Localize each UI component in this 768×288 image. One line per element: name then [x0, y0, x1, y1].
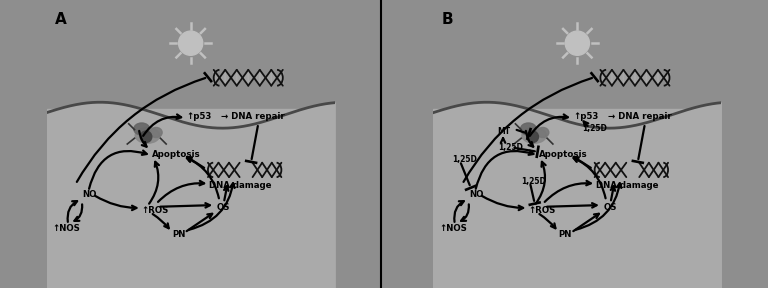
Text: 1,25D: 1,25D — [452, 155, 477, 164]
Text: NO: NO — [83, 190, 97, 199]
Polygon shape — [616, 163, 626, 177]
Text: Apoptosis: Apoptosis — [538, 149, 587, 159]
Polygon shape — [601, 70, 612, 86]
Bar — [47, 0, 335, 130]
Polygon shape — [605, 163, 616, 177]
Polygon shape — [262, 163, 272, 177]
Polygon shape — [624, 70, 635, 86]
Text: 1,25D: 1,25D — [521, 177, 546, 186]
Polygon shape — [658, 70, 670, 86]
Text: OS: OS — [603, 203, 617, 212]
Polygon shape — [208, 163, 218, 177]
Text: A: A — [55, 12, 67, 26]
Circle shape — [178, 31, 203, 55]
Circle shape — [527, 131, 538, 143]
Ellipse shape — [150, 128, 162, 138]
Polygon shape — [639, 163, 649, 177]
Polygon shape — [649, 163, 658, 177]
Polygon shape — [253, 163, 262, 177]
Text: ↑NOS: ↑NOS — [52, 224, 81, 234]
Bar — [47, 109, 335, 288]
Text: ↑p53: ↑p53 — [573, 112, 598, 121]
Polygon shape — [271, 70, 283, 86]
Text: OS: OS — [217, 203, 230, 212]
Polygon shape — [658, 163, 668, 177]
Text: B: B — [442, 12, 454, 26]
Text: DNA damage: DNA damage — [596, 181, 659, 190]
Polygon shape — [218, 163, 229, 177]
Text: Apoptosis: Apoptosis — [152, 149, 200, 159]
Polygon shape — [248, 70, 260, 86]
Polygon shape — [237, 70, 248, 86]
Text: MT: MT — [498, 126, 511, 136]
Text: ↑ROS: ↑ROS — [528, 206, 556, 215]
Text: 1,25D: 1,25D — [498, 143, 523, 152]
Text: 1,25D: 1,25D — [581, 124, 607, 133]
Text: PN: PN — [558, 230, 572, 239]
Polygon shape — [214, 70, 225, 86]
Bar — [433, 0, 721, 130]
Polygon shape — [229, 163, 240, 177]
Bar — [433, 109, 721, 288]
Ellipse shape — [135, 128, 160, 143]
Ellipse shape — [537, 128, 549, 138]
Text: PN: PN — [172, 230, 185, 239]
Circle shape — [141, 131, 152, 143]
Text: DNA damage: DNA damage — [210, 181, 272, 190]
Ellipse shape — [521, 123, 536, 135]
Text: NO: NO — [469, 190, 484, 199]
Polygon shape — [225, 70, 237, 86]
Circle shape — [565, 31, 589, 55]
Text: ↑NOS: ↑NOS — [439, 224, 467, 234]
Text: ↑p53: ↑p53 — [187, 112, 212, 121]
Polygon shape — [260, 70, 271, 86]
Text: → DNA repair: → DNA repair — [607, 112, 671, 121]
Text: ↑ROS: ↑ROS — [141, 206, 169, 215]
Ellipse shape — [134, 123, 150, 135]
Text: → DNA repair: → DNA repair — [221, 112, 285, 121]
Polygon shape — [594, 163, 605, 177]
Polygon shape — [272, 163, 281, 177]
Ellipse shape — [522, 128, 546, 143]
Polygon shape — [635, 70, 647, 86]
Polygon shape — [612, 70, 624, 86]
Polygon shape — [647, 70, 658, 86]
